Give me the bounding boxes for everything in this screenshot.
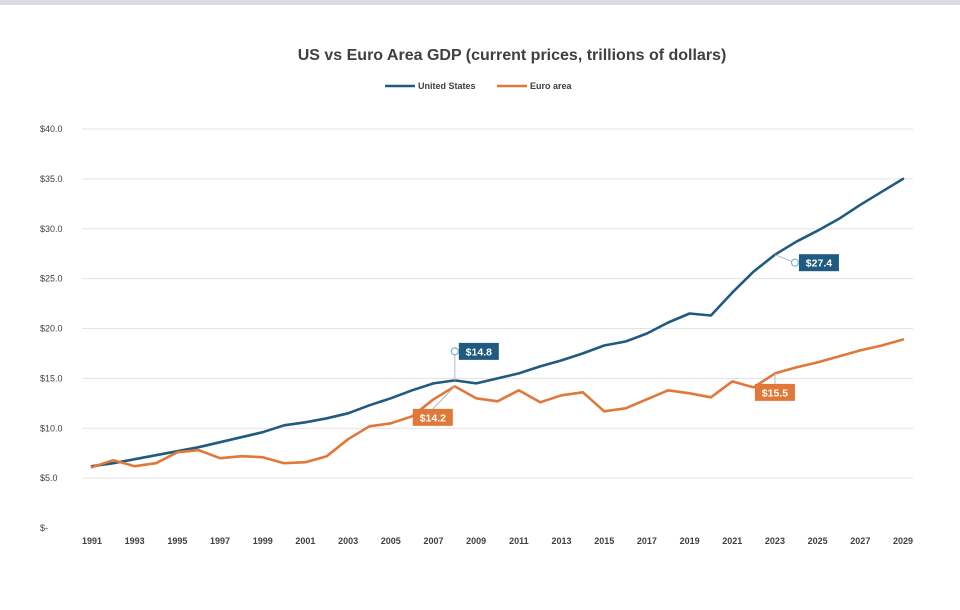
callout-label: $27.4 <box>806 258 832 270</box>
x-tick-label: 1993 <box>125 536 145 546</box>
x-tick-label: 2015 <box>594 536 614 546</box>
y-tick-label: $20.0 <box>40 324 63 334</box>
y-tick-label: $10.0 <box>40 423 63 433</box>
y-tick-label: $- <box>40 523 48 533</box>
callout-box <box>412 408 453 426</box>
x-tick-label: 1995 <box>167 536 187 546</box>
x-tick-label: 2019 <box>680 536 700 546</box>
x-tick-label: 2007 <box>423 536 443 546</box>
legend: United States Euro area <box>385 81 573 91</box>
x-tick-label: 2013 <box>552 536 572 546</box>
callout-label: $14.2 <box>420 412 446 424</box>
x-tick-label: 1997 <box>210 536 230 546</box>
y-axis-ticks: $- $5.0 $10.0 $15.0 $20.0 $25.0 $30.0 $35.0 $40.… <box>40 124 63 533</box>
x-tick-label: 2011 <box>509 536 529 546</box>
x-tick-label: 2001 <box>295 536 315 546</box>
legend-label: United States <box>418 81 476 91</box>
series-line-euro-area <box>90 338 905 469</box>
x-tick-label: 2017 <box>637 536 657 546</box>
y-tick-label: $30.0 <box>40 224 63 234</box>
y-tick-label: $15.0 <box>40 373 63 383</box>
annotations: $14.8 $14.2 $27.4 $15.5 <box>412 254 839 426</box>
x-tick-label: 1999 <box>253 536 273 546</box>
chart-title: US vs Euro Area GDP (current prices, tri… <box>298 47 727 64</box>
callout-marker <box>790 258 800 267</box>
x-tick-label: 2021 <box>722 536 742 546</box>
callout-box <box>798 254 839 272</box>
callout-box <box>458 342 499 360</box>
x-tick-label: 2005 <box>381 536 401 546</box>
series-line-united-states <box>90 177 905 468</box>
y-tick-label: $35.0 <box>40 174 63 184</box>
gridlines <box>82 128 913 479</box>
y-tick-label: $25.0 <box>40 274 63 284</box>
legend-label: Euro area <box>530 81 573 91</box>
x-tick-label: 2023 <box>765 536 785 546</box>
callout-label: $15.5 <box>762 387 788 399</box>
x-tick-label: 2003 <box>338 536 358 546</box>
callout-label: $14.8 <box>466 346 492 358</box>
callout-marker <box>450 347 459 356</box>
x-tick-label: 2027 <box>850 536 870 546</box>
y-tick-label: $5.0 <box>40 473 58 483</box>
x-tick-label: 2025 <box>808 536 828 546</box>
series-lines <box>90 177 905 469</box>
x-axis-ticks: 1991 1993 1995 1997 1999 2001 2003 2005 2007 2009… <box>82 536 913 546</box>
callout-box <box>754 383 795 401</box>
x-tick-label: 1991 <box>82 536 102 546</box>
callout-leader <box>432 386 456 410</box>
y-tick-label: $40.0 <box>40 124 63 134</box>
top-edge-bar <box>0 0 960 5</box>
x-tick-label: 2029 <box>893 536 913 546</box>
x-tick-label: 2009 <box>466 536 486 546</box>
